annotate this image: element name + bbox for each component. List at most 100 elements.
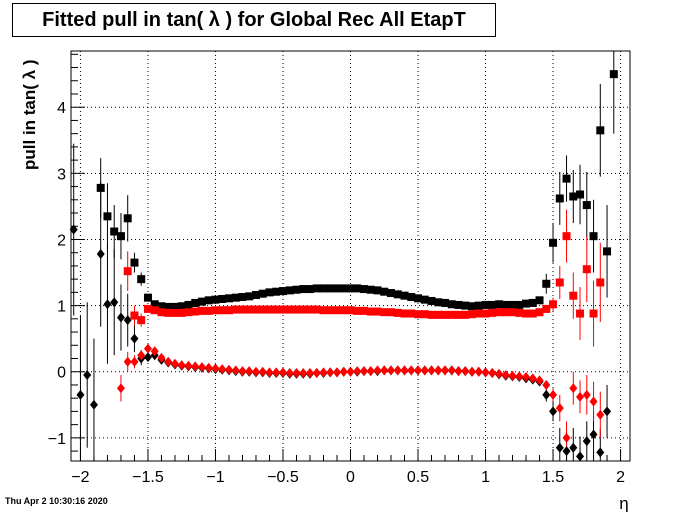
diamond-marker bbox=[218, 364, 227, 375]
diamond-marker bbox=[285, 368, 294, 379]
square-marker bbox=[495, 308, 504, 317]
square-marker bbox=[312, 305, 321, 314]
square-marker bbox=[251, 291, 260, 300]
square-marker bbox=[96, 183, 105, 192]
diamond-marker bbox=[596, 447, 605, 458]
square-marker bbox=[204, 296, 213, 305]
x-tick-label: 0.5 bbox=[407, 469, 429, 486]
diamond-marker bbox=[157, 352, 166, 363]
square-marker bbox=[143, 304, 152, 313]
square-marker bbox=[366, 285, 375, 294]
square-marker bbox=[150, 300, 159, 309]
square-marker bbox=[218, 306, 227, 315]
diamond-marker bbox=[562, 432, 571, 443]
square-marker bbox=[468, 302, 477, 311]
square-marker bbox=[164, 302, 173, 311]
square-marker bbox=[528, 298, 537, 307]
diamond-marker bbox=[292, 368, 301, 379]
diamond-marker bbox=[400, 365, 409, 376]
square-marker bbox=[488, 308, 497, 317]
square-marker bbox=[285, 286, 294, 295]
diamond-marker bbox=[204, 362, 213, 373]
y-tick-label: 2 bbox=[57, 232, 66, 249]
diamond-marker bbox=[528, 373, 537, 384]
x-tick-label: −2 bbox=[71, 469, 89, 486]
square-marker bbox=[562, 232, 571, 241]
square-marker bbox=[218, 294, 227, 303]
diamond-marker bbox=[454, 366, 463, 377]
square-marker bbox=[346, 306, 355, 315]
square-marker bbox=[197, 306, 206, 315]
diamond-marker bbox=[468, 366, 477, 377]
square-marker bbox=[278, 287, 287, 296]
diamond-marker bbox=[360, 366, 369, 377]
square-marker bbox=[393, 290, 402, 299]
diamond-marker bbox=[549, 389, 558, 400]
diamond-marker bbox=[272, 367, 281, 378]
diamond-marker bbox=[265, 367, 274, 378]
diamond-marker bbox=[576, 391, 585, 402]
diamond-marker bbox=[177, 360, 186, 371]
diamond-marker bbox=[393, 365, 402, 376]
square-marker bbox=[535, 308, 544, 317]
diamond-marker bbox=[299, 368, 308, 379]
diamond-marker bbox=[346, 366, 355, 377]
x-tick-label: −1 bbox=[206, 469, 224, 486]
square-marker bbox=[346, 284, 355, 293]
square-marker bbox=[184, 308, 193, 317]
square-marker bbox=[380, 308, 389, 317]
square-marker bbox=[549, 300, 558, 309]
square-marker bbox=[441, 310, 450, 319]
square-marker bbox=[339, 284, 348, 293]
diamond-marker bbox=[191, 361, 200, 372]
square-marker bbox=[407, 309, 416, 318]
diamond-marker bbox=[481, 367, 490, 378]
square-marker bbox=[299, 305, 308, 314]
diamond-marker bbox=[326, 367, 335, 378]
square-marker bbox=[224, 294, 233, 303]
square-marker bbox=[461, 301, 470, 310]
square-marker bbox=[245, 292, 254, 301]
square-marker bbox=[400, 291, 409, 300]
square-marker bbox=[238, 293, 247, 301]
square-marker bbox=[326, 306, 335, 315]
diamond-marker bbox=[549, 406, 558, 417]
square-marker bbox=[143, 293, 152, 302]
diamond-marker bbox=[197, 362, 206, 373]
diamond-marker bbox=[116, 383, 125, 394]
diamond-marker bbox=[555, 442, 564, 453]
diamond-marker bbox=[116, 312, 125, 323]
y-tick-label: −1 bbox=[48, 431, 66, 448]
x-tick-label: 0 bbox=[346, 469, 355, 486]
square-marker bbox=[515, 300, 524, 309]
square-marker bbox=[272, 305, 281, 314]
y-tick-label: 1 bbox=[57, 299, 66, 316]
diamond-marker bbox=[501, 370, 510, 381]
square-marker bbox=[164, 308, 173, 317]
diamond-marker bbox=[211, 363, 220, 374]
diamond-marker bbox=[447, 365, 456, 376]
diamond-marker bbox=[366, 366, 375, 377]
square-marker bbox=[420, 295, 429, 304]
diamond-marker bbox=[569, 383, 578, 394]
square-marker bbox=[265, 288, 274, 297]
square-marker bbox=[488, 300, 497, 309]
square-marker bbox=[387, 308, 396, 317]
square-marker bbox=[549, 238, 558, 247]
square-marker bbox=[474, 301, 483, 310]
diamond-marker bbox=[420, 365, 429, 376]
square-marker bbox=[231, 293, 240, 302]
square-marker bbox=[258, 305, 267, 314]
diamond-marker bbox=[258, 366, 267, 377]
diamond-marker bbox=[461, 366, 470, 377]
diamond-marker bbox=[319, 367, 328, 378]
square-marker bbox=[130, 258, 139, 267]
diamond-marker bbox=[562, 446, 571, 457]
square-marker bbox=[157, 308, 166, 317]
square-marker bbox=[508, 308, 517, 317]
square-marker bbox=[265, 305, 274, 314]
square-marker bbox=[522, 309, 531, 318]
y-tick-label: 4 bbox=[57, 100, 66, 117]
square-marker bbox=[555, 194, 564, 203]
